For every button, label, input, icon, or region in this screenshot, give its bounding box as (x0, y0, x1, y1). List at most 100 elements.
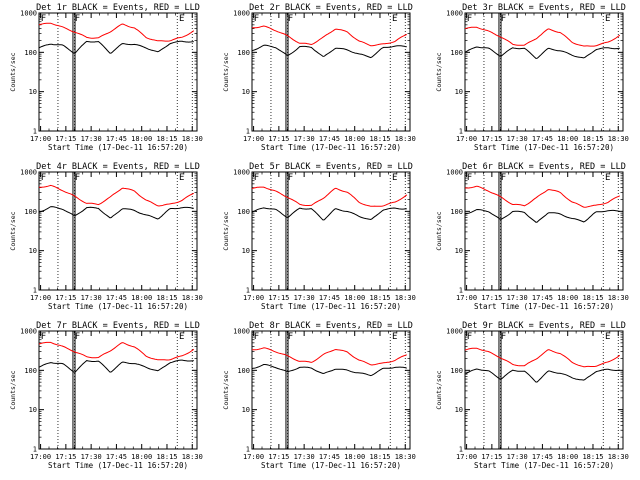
x-axis-label: Start Time (17-Dec-11 16:57:20) (261, 302, 401, 311)
x-tick-label: 17:00 (456, 294, 477, 302)
y-tick-label: 1000 (233, 328, 250, 336)
panel-det-6: Det 6r BLACK = Events, RED = LLD 1 10 100 10… (435, 162, 629, 311)
panel-det-4: Det 4r BLACK = Events, RED = LLD 1 10 100 10… (9, 162, 203, 311)
x-tick-label: 18:30 (395, 294, 416, 302)
marker-e: E (392, 332, 397, 342)
y-tick-label: 1000 (20, 169, 37, 177)
y-tick-label: 1 (459, 128, 463, 136)
x-tick-label: 18:00 (344, 453, 365, 461)
y-tick-label: 10 (29, 406, 37, 414)
marker-f: F (467, 173, 472, 183)
x-tick-label: 18:00 (131, 135, 152, 143)
plot-frame (251, 330, 411, 450)
x-tick-label: 17:30 (81, 294, 102, 302)
panel-det-9: Det 9r BLACK = Events, RED = LLD 1 10 100 10… (435, 321, 629, 470)
y-tick-label: 10 (455, 247, 463, 255)
panel-det-8: Det 8r BLACK = Events, RED = LLD 1 10 100 10… (222, 321, 416, 470)
marker-f: F (41, 332, 46, 342)
events-series-line (251, 207, 407, 221)
x-tick-label: 17:00 (30, 135, 51, 143)
panel-det-1: Det 1r BLACK = Events, RED = LLD 1 10 100 10… (9, 3, 203, 152)
marker-e: E (179, 173, 184, 183)
lld-series-line (464, 26, 621, 47)
marker-f: F (288, 332, 293, 342)
x-tick-label: 17:00 (243, 135, 264, 143)
x-axis-label: Start Time (17-Dec-11 16:57:20) (474, 461, 614, 470)
y-tick-label: 1 (246, 287, 250, 295)
y-tick-label: 1000 (233, 169, 250, 177)
lld-series-line (38, 22, 195, 42)
marker-e: E (179, 332, 184, 342)
x-tick-label: 18:30 (182, 294, 203, 302)
x-tick-label: 18:00 (557, 294, 578, 302)
x-tick-label: 17:15 (55, 135, 76, 143)
y-tick-label: 10 (242, 247, 250, 255)
x-tick-label: 17:00 (243, 294, 264, 302)
y-tick-label: 1000 (233, 10, 250, 18)
marker-f: F (41, 173, 46, 183)
marker-f: F (75, 332, 80, 342)
x-axis-label: Start Time (17-Dec-11 16:57:20) (474, 302, 614, 311)
y-tick-label: 100 (450, 208, 463, 216)
x-tick-label: 17:15 (481, 453, 502, 461)
y-axis-label: Counts/sec (435, 370, 443, 409)
x-tick-label: 17:15 (481, 135, 502, 143)
x-axis-label: Start Time (17-Dec-11 16:57:20) (48, 302, 188, 311)
events-series-line (464, 208, 620, 223)
events-series-line (38, 40, 194, 54)
y-tick-label: 10 (242, 406, 250, 414)
lld-series-line (39, 184, 195, 207)
x-axis-label: Start Time (17-Dec-11 16:57:20) (261, 461, 401, 470)
y-tick-label: 1 (246, 446, 250, 454)
x-tick-label: 17:45 (319, 453, 340, 461)
x-tick-label: 17:30 (507, 453, 528, 461)
x-tick-label: 17:45 (532, 453, 553, 461)
x-tick-label: 17:30 (507, 135, 528, 143)
x-axis-label: Start Time (17-Dec-11 16:57:20) (48, 461, 188, 470)
marker-f: F (501, 173, 506, 183)
x-tick-label: 17:00 (456, 453, 477, 461)
marker-f: F (41, 14, 46, 24)
x-tick-label: 18:30 (182, 453, 203, 461)
x-axis-label: Start Time (17-Dec-11 16:57:20) (474, 143, 614, 152)
marker-e: E (605, 173, 610, 183)
x-tick-label: 17:45 (106, 453, 127, 461)
events-series-line (251, 44, 407, 59)
panel-title: Det 9r BLACK = Events, RED = LLD (462, 321, 626, 331)
x-tick-label: 17:45 (106, 294, 127, 302)
panel-title: Det 6r BLACK = Events, RED = LLD (462, 162, 626, 172)
marker-e: E (392, 173, 397, 183)
x-tick-label: 18:15 (369, 135, 390, 143)
x-tick-label: 17:30 (81, 135, 102, 143)
y-tick-label: 1 (459, 287, 463, 295)
y-tick-label: 100 (450, 367, 463, 375)
y-tick-label: 1000 (446, 328, 463, 336)
x-tick-label: 18:00 (131, 294, 152, 302)
x-tick-label: 17:00 (243, 453, 264, 461)
x-tick-label: 18:00 (344, 294, 365, 302)
plot-frame (38, 12, 198, 132)
plot-frame (251, 171, 411, 291)
x-tick-label: 18:30 (182, 135, 203, 143)
y-tick-label: 1 (33, 446, 37, 454)
x-tick-label: 17:30 (294, 294, 315, 302)
marker-e: E (605, 14, 610, 24)
lld-series-line (465, 185, 621, 208)
y-axis-label: Counts/sec (222, 370, 230, 409)
x-tick-label: 18:15 (369, 294, 390, 302)
y-tick-label: 100 (237, 49, 250, 57)
marker-f: F (75, 14, 80, 24)
x-tick-label: 18:15 (156, 135, 177, 143)
panel-title: Det 7r BLACK = Events, RED = LLD (36, 321, 200, 331)
x-tick-label: 18:30 (395, 135, 416, 143)
y-axis-label: Counts/sec (435, 52, 443, 91)
marker-f: F (254, 14, 259, 24)
x-tick-label: 17:15 (55, 453, 76, 461)
panel-title: Det 4r BLACK = Events, RED = LLD (36, 162, 200, 172)
marker-e: E (179, 14, 184, 24)
marker-f: F (288, 173, 293, 183)
panel-det-5: Det 5r BLACK = Events, RED = LLD 1 10 100 10… (222, 162, 416, 311)
x-tick-label: 17:45 (532, 135, 553, 143)
plot-frame (464, 171, 624, 291)
marker-f: F (501, 332, 506, 342)
